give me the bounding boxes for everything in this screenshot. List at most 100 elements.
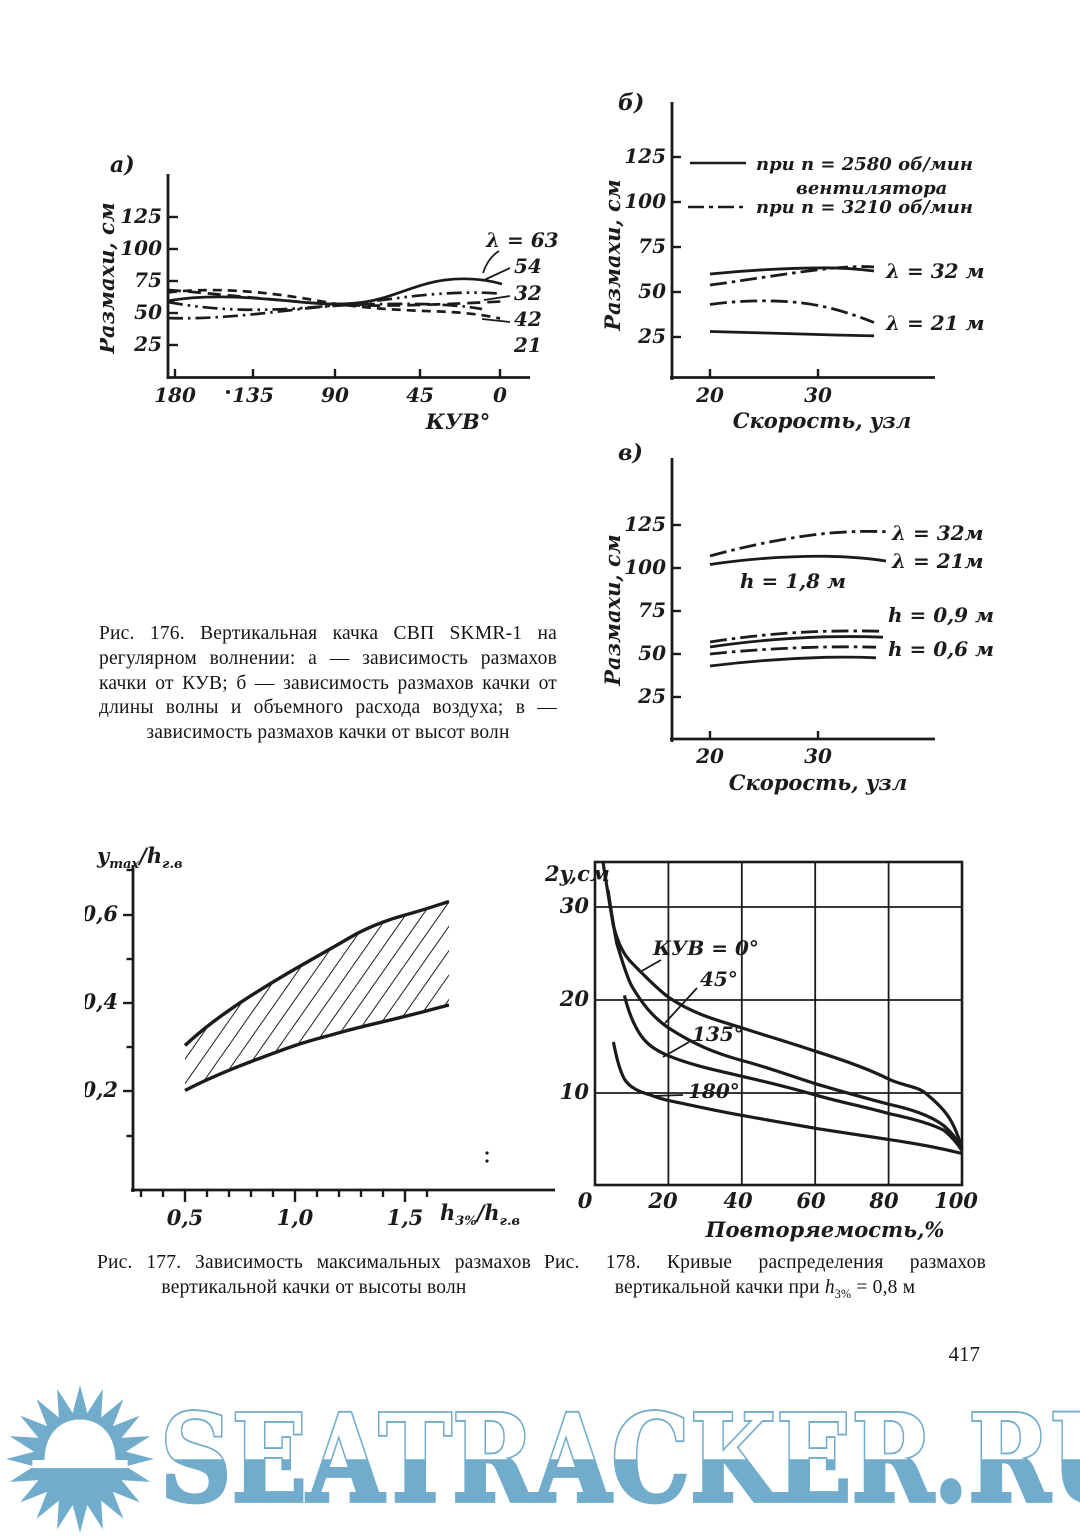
curve-kuv-180 [611, 1041, 963, 1156]
sun-logo-icon [6, 1385, 154, 1533]
grid [595, 862, 962, 1185]
x-ticks [708, 731, 820, 739]
label-leader-lines [481, 250, 511, 323]
y-tick-label: 30 [560, 893, 590, 918]
chart-177: 0,6 0,4 0,2 0,5 1,0 1,5 [85, 865, 555, 1230]
x-tick-label: 100 [934, 1188, 978, 1213]
band-upper-curve [183, 899, 450, 1047]
formula-variable: h [824, 1276, 835, 1298]
curve-kuv-135 [622, 995, 964, 1152]
fig177-y-axis-title: ymax/hг.в [97, 843, 183, 873]
hatched-band [185, 901, 449, 1091]
caption-fig176: Рис. 176. Вертикальная качка СВП SKMR-1 … [99, 623, 557, 743]
x-tick-label: 20 [695, 383, 724, 407]
y-tick-label: 100 [624, 189, 666, 213]
y-ticks [672, 523, 681, 699]
legend-label: вентилятора [796, 178, 947, 199]
x-axis-title: КУВ° [425, 409, 490, 434]
page-number: 417 [948, 1342, 981, 1366]
caption-fig177: Рис. 177. Зависимость максимальных разма… [97, 1252, 531, 1298]
y-tick-label: 125 [624, 144, 666, 168]
curve-label: λ = 32м [891, 521, 984, 545]
label-leader-lines [639, 959, 698, 1097]
y-axis-title: Размахи, см [100, 202, 119, 355]
x-tick-label: 60 [796, 1188, 826, 1213]
curve-label: КУВ = 0° [652, 936, 759, 960]
y-tick-label: 125 [120, 204, 162, 228]
curves [167, 277, 503, 320]
y-tick-label: 25 [637, 684, 666, 708]
axes [166, 174, 530, 379]
x-tick-label: 40 [723, 1188, 753, 1213]
curve-kuv-0 [601, 861, 964, 1150]
curve-label: h = 0,6 м [888, 637, 994, 661]
y-tick-label: 0,4 [85, 989, 118, 1014]
curves [601, 861, 964, 1156]
y-ticks [123, 868, 133, 1138]
caption-fig178: Рис. 178. Кривые распределения размахов … [544, 1252, 986, 1301]
curve-label: h = 0,9 м [888, 603, 994, 627]
curve-label: 135° [692, 1022, 744, 1046]
formula-subscript: 3% [834, 1286, 852, 1301]
formula-value: = 0,8 м [851, 1276, 916, 1298]
x-tick-label: 30 [804, 744, 832, 768]
panel-label: б) [618, 90, 644, 116]
curve-label: 32 [514, 281, 542, 305]
curve-label: λ = 63 м [485, 228, 560, 252]
curve-h09-upper [709, 629, 884, 644]
x-tick-label: 180 [154, 383, 196, 407]
curve-lambda-21 [167, 302, 483, 320]
curve-21m-h18 [709, 554, 887, 566]
y-tick-label: 100 [120, 236, 162, 260]
curve-21m-2580 [709, 330, 875, 338]
curve-32m-2580 [709, 266, 875, 276]
y-tick-label: 0,6 [85, 901, 118, 926]
scan-speck [226, 390, 230, 394]
curve-label: λ = 21 м [885, 311, 985, 335]
curve-label: 54 [514, 254, 542, 278]
legend: при n = 2580 об/мин вентилятора при n = … [688, 154, 973, 218]
band-boundary-curves [183, 899, 450, 1093]
watermark-text-fill: SEATRACKER.RU [159, 1387, 1080, 1532]
y-ticks [672, 155, 681, 339]
y-tick-label: 10 [560, 1079, 590, 1104]
y-tick-label: 20 [559, 986, 590, 1011]
y-tick-label: 75 [134, 268, 162, 292]
x-tick-label: 0 [578, 1188, 593, 1213]
fig177-x-axis-title: h3%/hг.в [440, 1200, 521, 1230]
x-tick-label: 0 [493, 383, 507, 407]
x-tick-label: 20 [695, 744, 724, 768]
scan-speck [485, 1151, 489, 1163]
axes [670, 102, 935, 380]
x-tick-label: 1,0 [277, 1205, 314, 1230]
x-axis-title: Скорость, узл [729, 770, 907, 795]
x-tick-label: 30 [804, 383, 832, 407]
chart-178: 2y,см 30 20 10 0 20 40 60 80 100 Повторя… [545, 860, 978, 1242]
y-tick-label: 50 [638, 641, 666, 665]
curve-32m-h18 [709, 529, 887, 558]
chart-176v: в) 125 100 75 50 25 20 30 Размахи, см Ск… [600, 440, 994, 795]
x-axis-title: Повторяемость,% [705, 1217, 945, 1242]
x-tick-label: 80 [868, 1188, 899, 1213]
band-lower-curve [184, 1003, 450, 1093]
legend-label: при n = 2580 об/мин [756, 154, 973, 175]
chart-176b: б) 125 100 75 50 25 20 30 Размахи, см Ск… [600, 90, 985, 433]
y-tick-label: 50 [638, 279, 666, 303]
chart-176a: а) 125 100 75 50 25 180 135 90 45 0 Разм… [100, 152, 560, 434]
x-tick-label: 135 [232, 383, 274, 407]
curve-h09-lower [709, 635, 884, 649]
curves [709, 529, 887, 668]
x-tick-label: 45 [406, 383, 434, 407]
x-ticks [708, 369, 820, 378]
curve-label: λ = 21м [891, 549, 984, 573]
x-tick-label: 90 [321, 383, 349, 407]
axes [131, 865, 555, 1192]
panel-label: в) [618, 440, 643, 466]
curve-label: λ = 32 м [885, 259, 985, 283]
curve-h06-lower [709, 655, 877, 668]
y-tick-label: 25 [133, 332, 162, 356]
curve-kuv-45 [606, 889, 964, 1150]
seatracker-watermark [0, 1372, 1080, 1539]
curve-h06-upper [709, 645, 877, 656]
curve-label: 45° [700, 967, 738, 991]
